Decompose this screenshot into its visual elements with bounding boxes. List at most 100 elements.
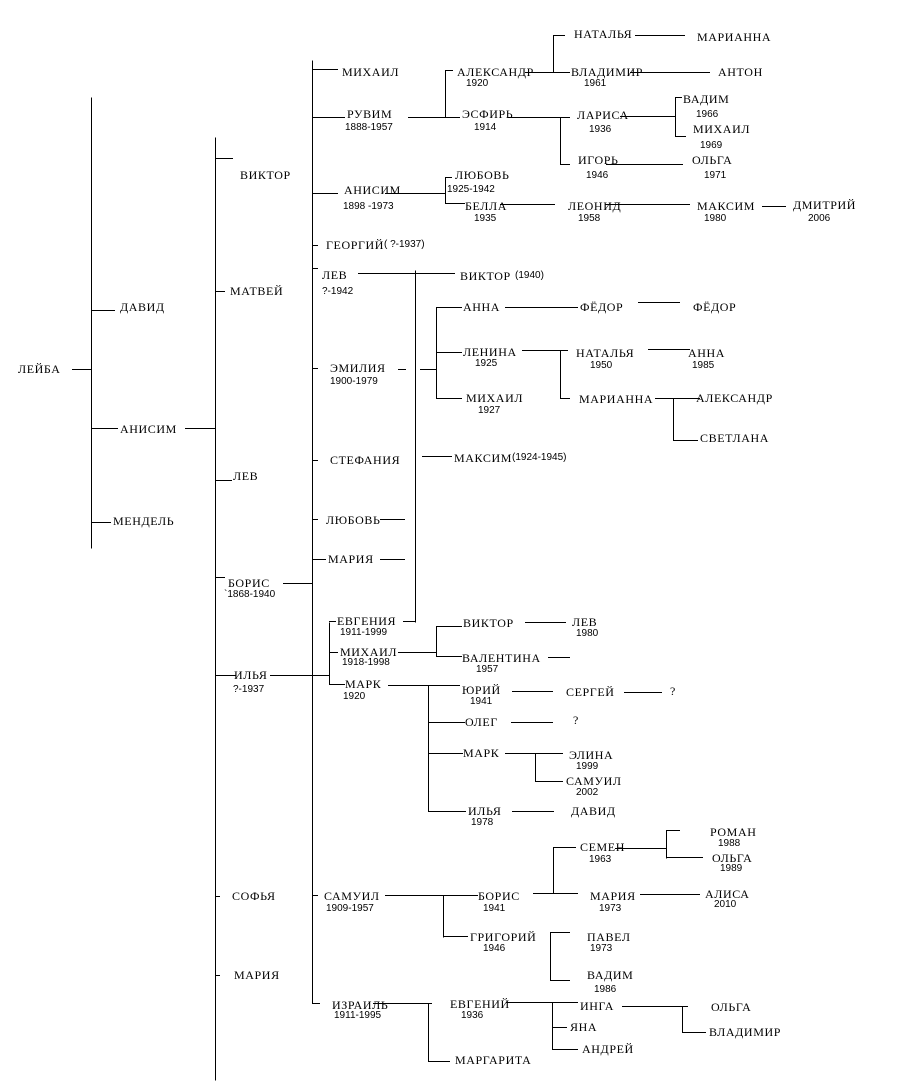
person-name: АЛЕКСАНДР xyxy=(457,65,534,79)
person-years: `1868-1940 xyxy=(224,589,276,600)
person-years: 1946 xyxy=(586,170,609,181)
person-name: МЕНДЕЛЬ xyxy=(113,514,175,528)
person-years: 1989 xyxy=(720,863,743,874)
person-name: АЛЕКСАНДР xyxy=(696,391,773,405)
person-years: 1980 xyxy=(704,213,727,224)
person-name: ИГОРЬ xyxy=(578,153,619,167)
person-name: МИХАИЛ xyxy=(693,122,751,136)
person-name: БЕЛЛА xyxy=(465,199,508,213)
person-name: ? xyxy=(573,713,579,727)
person-name: АНДРЕЙ xyxy=(582,1042,634,1056)
person-name: ИЛЬЯ xyxy=(234,668,268,682)
person-name: ИНГА xyxy=(580,999,615,1013)
person-years: 1950 xyxy=(590,360,613,371)
person-name: ФЁДОР xyxy=(580,300,624,314)
person-name: АННА xyxy=(688,346,726,360)
person-years: 1978 xyxy=(471,817,494,828)
person-name: ВИКТОР xyxy=(463,616,514,630)
person-name: МАРИЯ xyxy=(234,968,280,982)
person-years: 1900-1979 xyxy=(330,376,378,387)
person-years: 1999 xyxy=(576,761,599,772)
person-name: ЮРИЙ xyxy=(462,683,501,697)
person-years: 1973 xyxy=(590,943,613,954)
person-name: НАТАЛЬЯ xyxy=(576,346,635,360)
person-name: ЭМИЛИЯ xyxy=(330,361,386,375)
person-years: 1936 xyxy=(589,124,612,135)
person-name: САМУИЛ xyxy=(566,774,622,788)
person-years: 1898 -1973 xyxy=(343,201,394,212)
person-name: МАКСИМ xyxy=(697,199,755,213)
person-name: МАРИЯ xyxy=(328,552,374,566)
person-name: ЛАРИСА xyxy=(577,108,629,122)
person-name: ОЛЬГА xyxy=(712,851,753,865)
person-name: АННА xyxy=(463,300,501,314)
person-name: АНИСИМ xyxy=(344,183,401,197)
person-years: 1958 xyxy=(578,213,601,224)
person-name: МАКСИМ xyxy=(454,451,512,465)
person-name: ВЛАДИМИР xyxy=(709,1025,782,1039)
person-years: 1957 xyxy=(476,664,499,675)
person-name: МИХАИЛ xyxy=(340,645,398,659)
person-name: ИЛЬЯ xyxy=(468,804,502,818)
person-name: ЛЕВ xyxy=(572,615,598,629)
person-name: МАТВЕЙ xyxy=(230,284,284,298)
person-years: ?-1942 xyxy=(322,286,354,297)
person-name: ЛЮБОВЬ xyxy=(326,513,381,527)
person-name: СОФЬЯ xyxy=(232,889,276,903)
person-name: МИХАИЛ xyxy=(466,391,524,405)
person-years: 1927 xyxy=(478,405,501,416)
person-years: 1961 xyxy=(584,78,607,89)
person-years: 1971 xyxy=(704,170,727,181)
person-years: 1936 xyxy=(461,1010,484,1021)
person-name: МАРИЯ xyxy=(590,889,636,903)
person-years: 2006 xyxy=(808,213,831,224)
person-years: ?-1937 xyxy=(233,684,265,695)
person-name: ЛЕВ xyxy=(233,469,259,483)
person-name: ЛЕВ xyxy=(322,268,348,282)
person-years: 1911-1999 xyxy=(340,627,388,638)
person-name: ГРИГОРИЙ xyxy=(470,930,537,944)
person-years: 1985 xyxy=(692,360,715,371)
person-name: ИЗРАИЛЬ xyxy=(332,998,389,1012)
person-name: МИХАИЛ xyxy=(342,65,400,79)
person-name: ВИКТОР xyxy=(460,269,511,283)
person-name: АНТОН xyxy=(718,65,763,79)
person-name: САМУИЛ xyxy=(324,889,380,903)
person-years: 1969 xyxy=(700,140,723,151)
person-years: (1940) xyxy=(515,270,544,281)
person-name: ДАВИД xyxy=(120,300,165,314)
person-name: РУВИМ xyxy=(347,107,393,121)
person-years: 1888-1957 xyxy=(345,122,393,133)
person-name: ВАДИМ xyxy=(683,92,730,106)
person-name: НАТАЛЬЯ xyxy=(574,27,633,41)
person-years: 1946 xyxy=(483,943,506,954)
person-years: 1941 xyxy=(483,903,506,914)
person-name: СЕМЕН xyxy=(580,840,625,854)
person-name: БОРИС xyxy=(478,889,520,903)
person-name: МАРК xyxy=(463,746,500,760)
person-name: БОРИС xyxy=(228,576,270,590)
person-name: ОЛЕГ xyxy=(465,715,498,729)
person-name: ВИКТОР xyxy=(240,168,291,182)
person-years: 1911-1995 xyxy=(334,1010,382,1021)
person-name: ДМИТРИЙ xyxy=(793,198,857,212)
person-name: ЛЕНИНА xyxy=(463,345,517,359)
person-years: 1988 xyxy=(718,838,741,849)
person-name: ЭСФИРЬ xyxy=(462,107,514,121)
person-name: ФЁДОР xyxy=(693,300,737,314)
person-name: ОЛЬГА xyxy=(711,1000,752,1014)
person-years: 1909-1957 xyxy=(326,903,374,914)
person-name: АЛИСА xyxy=(705,887,750,901)
person-years: 1973 xyxy=(599,903,622,914)
person-name: ЕВГЕНИЙ xyxy=(450,997,510,1011)
person-years: 1963 xyxy=(589,854,612,865)
person-name: МАРК xyxy=(345,677,382,691)
person-years: 1986 xyxy=(594,984,617,995)
person-years: 1966 xyxy=(696,109,719,120)
person-years: 1925-1942 xyxy=(447,184,495,195)
person-name: МАРГАРИТА xyxy=(455,1053,532,1067)
person-name: АНИСИМ xyxy=(120,422,177,436)
person-years: 1920 xyxy=(343,691,366,702)
